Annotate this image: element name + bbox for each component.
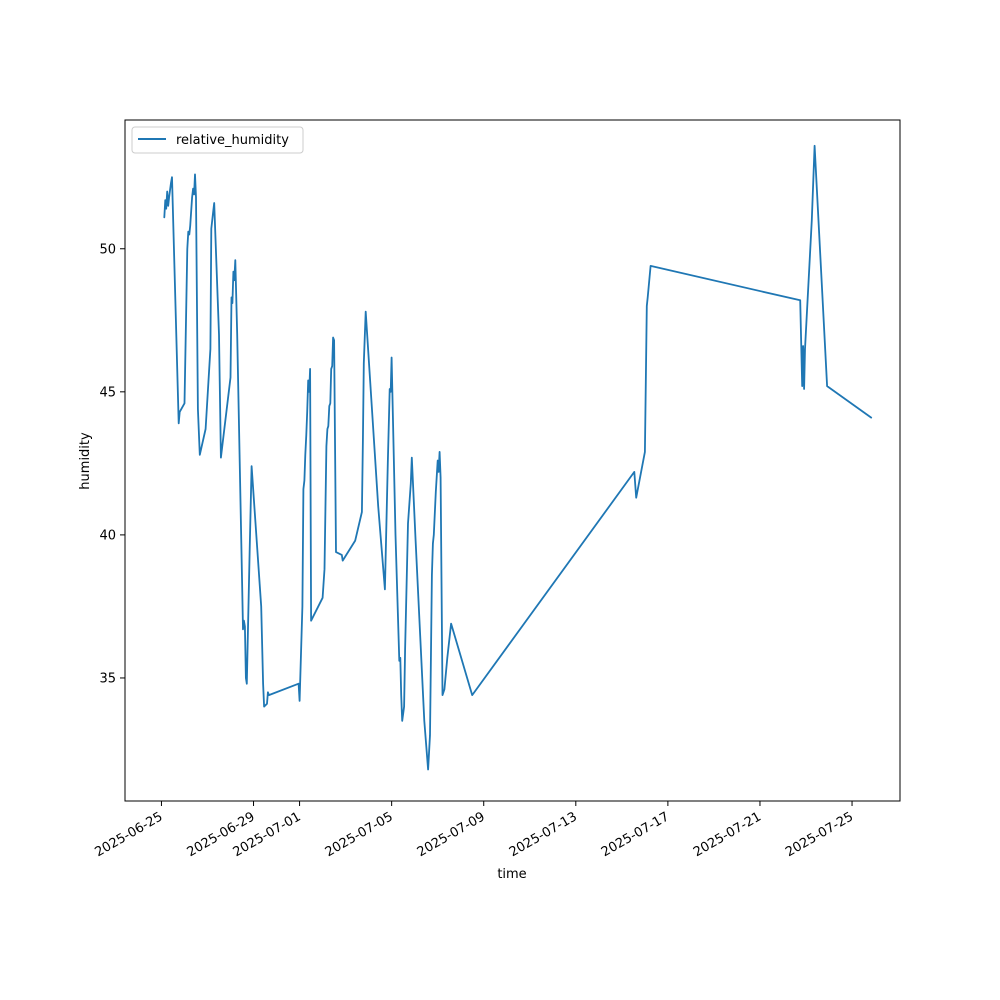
series-line-relative-humidity <box>163 144 873 771</box>
data-layer <box>163 144 873 771</box>
x-axis-label: time <box>497 867 526 882</box>
x-tick-label: 2025-07-13 <box>507 809 580 860</box>
axes-frame <box>124 119 901 802</box>
y-tick-label: 50 <box>99 242 116 257</box>
legend-label-relative-humidity: relative_humidity <box>176 133 289 148</box>
y-axis-label: humidity <box>78 432 93 490</box>
x-tick-label: 2025-07-21 <box>691 809 764 860</box>
x-tick-label: 2025-07-05 <box>323 809 396 860</box>
plot-background <box>125 120 900 801</box>
y-tick-label: 40 <box>99 528 116 543</box>
y-tick-label: 35 <box>99 671 116 686</box>
x-tick-label: 2025-06-25 <box>93 809 166 860</box>
y-axis: 35 40 45 50 <box>99 242 125 686</box>
x-tick-label: 2025-07-25 <box>783 809 856 860</box>
x-tick-label: 2025-07-17 <box>599 809 672 860</box>
legend: relative_humidity <box>131 126 304 154</box>
y-tick-label: 45 <box>99 385 116 400</box>
legend-box <box>131 126 304 154</box>
x-tick-label: 2025-07-09 <box>415 809 488 860</box>
